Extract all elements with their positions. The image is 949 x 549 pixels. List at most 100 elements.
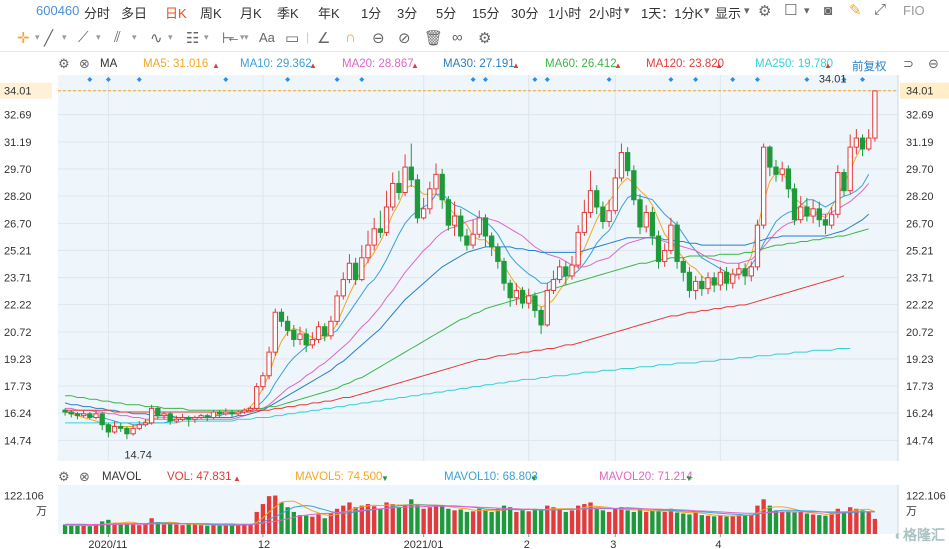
candle <box>247 406 254 413</box>
volume-bar <box>341 505 346 534</box>
period-tab-8[interactable]: 3分 <box>397 6 418 21</box>
volume-bar <box>353 507 358 534</box>
period-tab-13[interactable]: 2小时 <box>589 6 623 21</box>
lock-tool-icon[interactable]: ⊖ <box>372 30 385 47</box>
ma-legend-item-4[interactable]: MA60: 26.412 <box>545 58 617 70</box>
ma-legend-bar: ⚙ ⊗ MA MA5: 31.016 ▲ MA10: 29.362 ▲ MA20: 28.86… <box>0 53 949 75</box>
brush-tool-icon[interactable]: ∠ <box>317 30 331 47</box>
link-tool-icon[interactable]: ∞ <box>452 29 463 46</box>
candle-body <box>118 426 124 429</box>
settings-icon[interactable]: ⚙ <box>58 469 70 484</box>
ma-legend-item-2[interactable]: MA20: 28.867 <box>342 58 414 70</box>
candle-body <box>340 279 346 297</box>
candle <box>791 183 798 226</box>
settings-icon[interactable]: ⚙ <box>758 3 772 20</box>
volume-bar <box>427 507 432 534</box>
fq-button[interactable]: 前复权 <box>852 61 887 73</box>
candle <box>111 421 118 434</box>
period-tab-6[interactable]: 年K <box>318 6 340 21</box>
candle-body <box>309 338 316 346</box>
arrow-tool-icon[interactable]: ← <box>226 29 241 46</box>
candle <box>464 228 470 251</box>
stock-code[interactable]: 600460 <box>36 3 80 18</box>
period-tab-5[interactable]: 季K <box>277 6 299 21</box>
volume-bar <box>211 524 216 534</box>
candlestick-chart[interactable]: 34.01 32.69 32.69 31.19 31.19 29.70 29.70 28.20… <box>0 75 949 465</box>
period-tab-7[interactable]: 1分 <box>361 6 382 21</box>
collapse-icon[interactable]: ⊃ <box>903 56 914 71</box>
hide-icon[interactable]: ⊖ <box>928 56 939 71</box>
event-marker-icon <box>136 77 142 82</box>
candle <box>161 412 167 420</box>
period-tab-11[interactable]: 30分 <box>511 6 539 21</box>
ma-legend-item-1[interactable]: MA10: 29.362 <box>240 58 312 70</box>
ma-legend-item-6[interactable]: MA250: 19.780 <box>755 58 834 70</box>
pencil-icon[interactable]: ✎ <box>849 2 862 19</box>
vol-legend-item-0[interactable]: VOL: 47.831 <box>167 471 232 483</box>
volume-chart[interactable]: 122.106 万 122.106 万 2020/11 12 2021/01 2 3 4 <box>0 465 949 549</box>
magnet-tool-icon[interactable]: ∩ <box>345 29 356 46</box>
period-tab-1[interactable]: 多日 <box>121 6 148 21</box>
close-icon[interactable]: ⊗ <box>79 469 90 484</box>
checkbox-icon[interactable]: ☐ <box>784 2 798 19</box>
camera-icon[interactable]: ◙ <box>824 2 833 18</box>
candle <box>618 143 625 182</box>
volume-bar <box>736 515 742 534</box>
channel-tool-icon[interactable]: ⫽ <box>114 29 121 46</box>
ma-legend-item-0[interactable]: MA5: 31.016 <box>143 58 209 70</box>
candle <box>266 346 272 380</box>
wave-tool-icon[interactable]: ∿ <box>150 30 163 47</box>
candle-body <box>260 375 266 388</box>
text-tool[interactable]: Aa <box>259 30 275 45</box>
y-tick-left: 25.21 <box>4 245 32 257</box>
note-tool-icon[interactable]: ▭ <box>285 30 300 47</box>
candle <box>495 243 501 269</box>
delete-tool-icon[interactable]: 🗑 <box>424 30 444 47</box>
range-tool-icon[interactable]: ⊢ <box>222 30 236 47</box>
line-tool-icon[interactable]: ╱ <box>44 30 54 47</box>
vol-legend-item-3[interactable]: MAVOL20: 71.214 <box>599 471 693 483</box>
candle <box>390 172 396 211</box>
hide-tool-icon[interactable]: ⊘ <box>398 30 411 47</box>
settings-icon[interactable]: ⚙ <box>58 56 70 71</box>
volume-bar <box>118 524 123 534</box>
volume-bar <box>625 510 630 534</box>
candle <box>118 422 124 432</box>
volume-bar <box>260 504 266 534</box>
volume-bar <box>780 511 785 534</box>
ma-legend-item-5[interactable]: MA120: 23.820 <box>646 58 725 70</box>
period-tab-4[interactable]: 月K <box>240 6 262 21</box>
candle <box>723 266 730 291</box>
candle-body <box>662 250 668 262</box>
vol-legend-item-1[interactable]: MAVOL5: 74.500 <box>295 471 383 483</box>
event-marker-icon <box>470 77 476 82</box>
candle <box>606 199 612 227</box>
display-menu[interactable]: 显示 <box>715 6 742 21</box>
volume-bar <box>761 499 766 534</box>
fib-tool-icon[interactable]: ☷ <box>186 30 200 47</box>
candle-body <box>730 273 736 284</box>
candle-body <box>649 211 656 237</box>
candle-body <box>130 427 136 435</box>
candle-body <box>519 289 526 304</box>
fq-toggle[interactable]: FIO <box>903 3 925 18</box>
period-tab-2[interactable]: 日K <box>165 6 187 21</box>
period-tab-10[interactable]: 15分 <box>472 6 500 21</box>
period-dropdown[interactable]: 1天：1分K <box>641 6 704 21</box>
volume-bar <box>384 502 389 534</box>
candle-body <box>229 411 235 415</box>
crosshair-tool-icon[interactable]: ✛ <box>17 30 30 47</box>
volume-bar <box>452 510 457 534</box>
ray-tool-icon[interactable]: ⟋ <box>78 29 89 46</box>
period-tab-9[interactable]: 5分 <box>436 6 457 21</box>
vol-legend-item-2[interactable]: MAVOL10: 68.803 <box>444 471 538 483</box>
ma-legend-item-3[interactable]: MA30: 27.191 <box>443 58 515 70</box>
close-icon[interactable]: ⊗ <box>79 56 90 71</box>
period-tab-0[interactable]: 分时 <box>84 6 111 21</box>
fullscreen-icon[interactable]: ⤢ <box>874 1 887 18</box>
settings-tool-icon[interactable]: ⚙ <box>478 30 492 47</box>
candle <box>179 413 186 422</box>
period-tab-12[interactable]: 1小时 <box>548 6 582 21</box>
period-tab-3[interactable]: 周K <box>200 6 222 21</box>
candle <box>192 415 198 423</box>
